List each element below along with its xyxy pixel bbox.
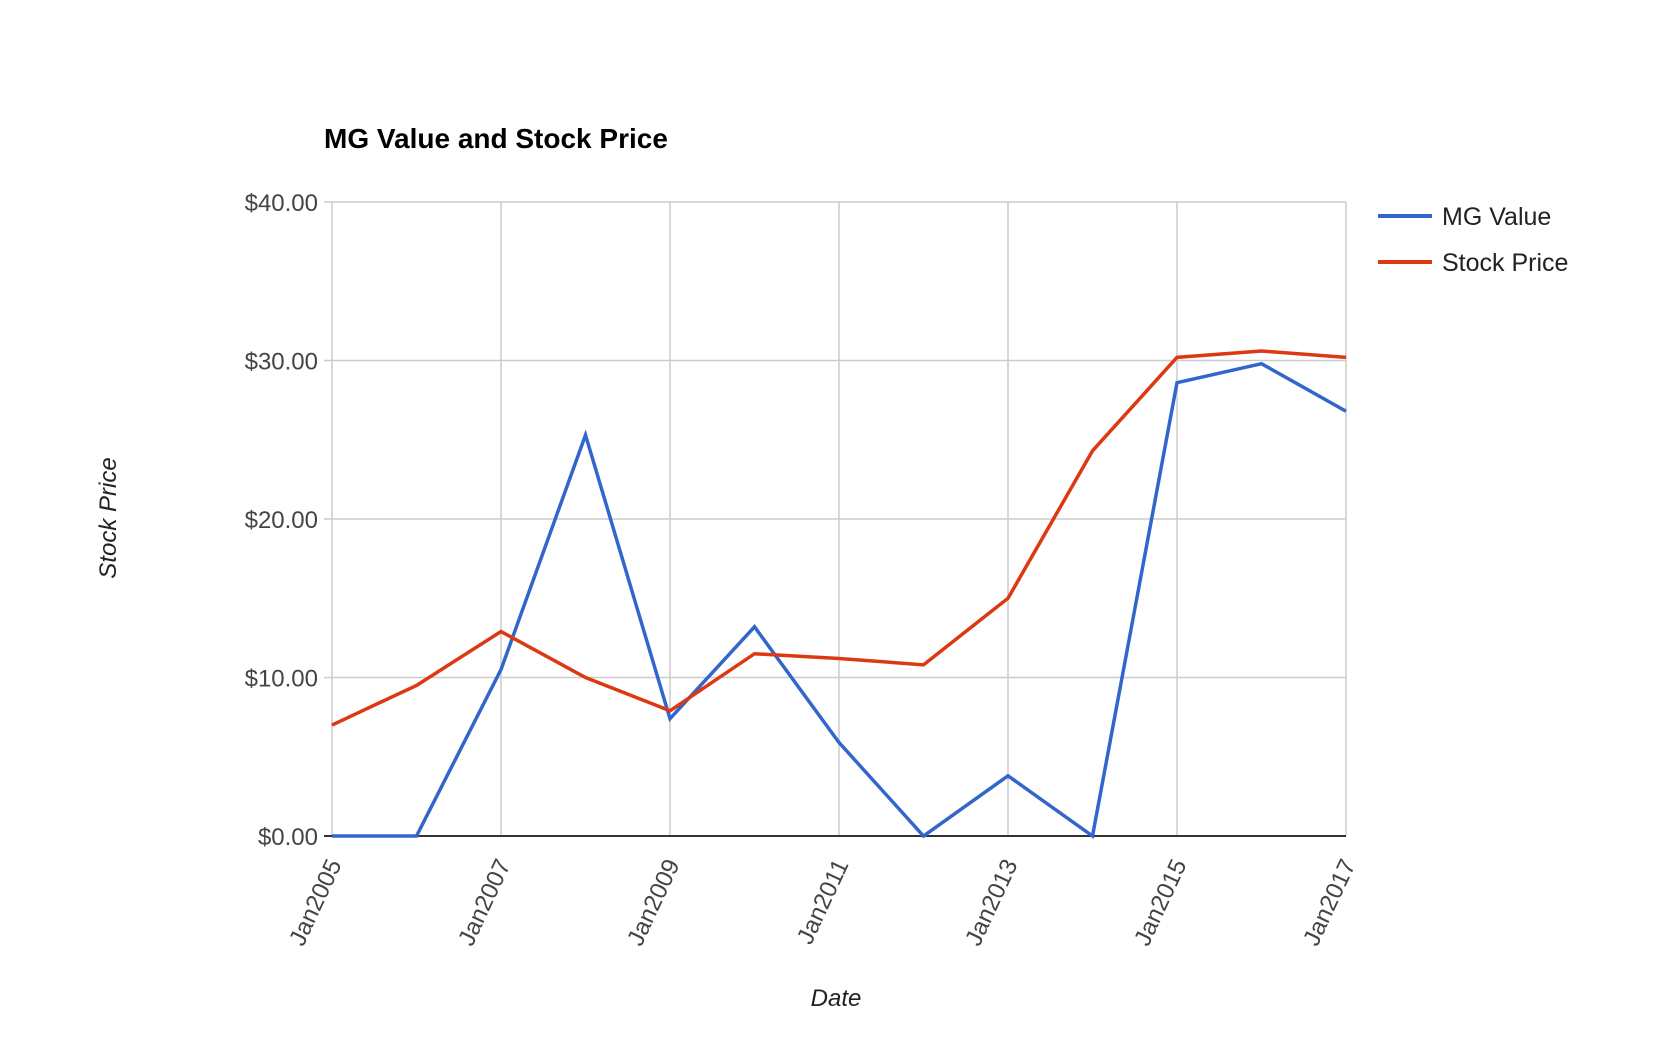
data-point-mg-value	[837, 740, 841, 744]
data-point-mg-value	[1091, 834, 1095, 838]
series-line-mg-value	[332, 361, 1347, 840]
data-point-stock-price	[1260, 349, 1264, 353]
data-point-stock-price	[1006, 596, 1010, 600]
y-tick-label: $0.00	[258, 824, 318, 851]
data-point-stock-price	[330, 723, 334, 727]
data-point-mg-value	[922, 834, 926, 838]
data-point-mg-value	[584, 433, 588, 437]
data-point-stock-price	[668, 709, 672, 713]
x-tick-label: Jan2015	[1129, 855, 1192, 950]
y-tick-label: $40.00	[245, 190, 318, 217]
y-tick-label: $30.00	[245, 349, 318, 376]
legend-label-stock-price: Stock Price	[1442, 249, 1568, 277]
x-axis-ticks: Jan2005 Jan2007 Jan2009 Jan2011 Jan2013 Jan20…	[284, 855, 1361, 950]
data-point-stock-price	[922, 663, 926, 667]
chart-title: MG Value and Stock Price	[324, 123, 668, 154]
data-point-mg-value	[668, 717, 672, 721]
gridlines	[324, 201, 1347, 836]
data-point-stock-price	[1344, 355, 1348, 359]
x-tick-label: Jan2005	[284, 855, 347, 950]
series-line-stock-price	[331, 349, 1347, 727]
data-point-stock-price	[753, 652, 757, 656]
y-tick-label: $20.00	[245, 507, 318, 534]
y-axis-ticks: $0.00 $10.00 $20.00 $30.00 $40.00	[245, 190, 318, 851]
data-point-mg-value	[499, 668, 503, 672]
data-point-mg-value	[330, 834, 334, 838]
data-point-stock-price	[415, 683, 419, 687]
x-tick-label: Jan2007	[453, 855, 516, 950]
series-lines	[330, 349, 1348, 840]
data-point-stock-price	[837, 656, 841, 660]
data-point-mg-value	[1175, 381, 1179, 385]
x-axis-title: Date	[811, 985, 862, 1012]
data-point-stock-price	[1175, 355, 1179, 359]
data-point-mg-value	[415, 834, 419, 838]
data-point-mg-value	[753, 625, 757, 629]
legend-label-mg-value: MG Value	[1442, 203, 1551, 231]
data-point-mg-value	[1260, 362, 1264, 366]
data-point-stock-price	[584, 676, 588, 680]
y-axis-title: Stock Price	[95, 457, 122, 578]
legend: MG Value Stock Price	[1378, 203, 1568, 277]
data-point-stock-price	[499, 630, 503, 634]
data-point-mg-value	[1006, 774, 1010, 778]
y-tick-label: $10.00	[245, 666, 318, 693]
x-tick-label: Jan2009	[622, 855, 685, 950]
data-point-mg-value	[1344, 409, 1348, 413]
data-point-stock-price	[1091, 449, 1095, 453]
x-tick-label: Jan2011	[792, 855, 855, 948]
x-tick-label: Jan2013	[960, 855, 1023, 950]
x-tick-label: Jan2017	[1298, 855, 1361, 950]
